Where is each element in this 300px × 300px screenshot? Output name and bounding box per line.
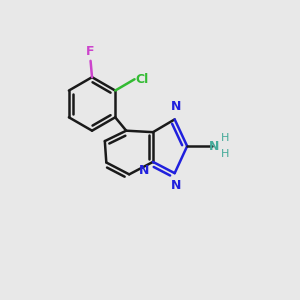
Text: H: H xyxy=(221,133,230,143)
Text: Cl: Cl xyxy=(136,73,149,86)
Text: H: H xyxy=(221,149,230,160)
Text: N: N xyxy=(139,164,149,177)
Text: F: F xyxy=(86,46,95,59)
Text: N: N xyxy=(208,140,219,153)
Text: N: N xyxy=(171,179,182,192)
Text: N: N xyxy=(171,100,182,113)
